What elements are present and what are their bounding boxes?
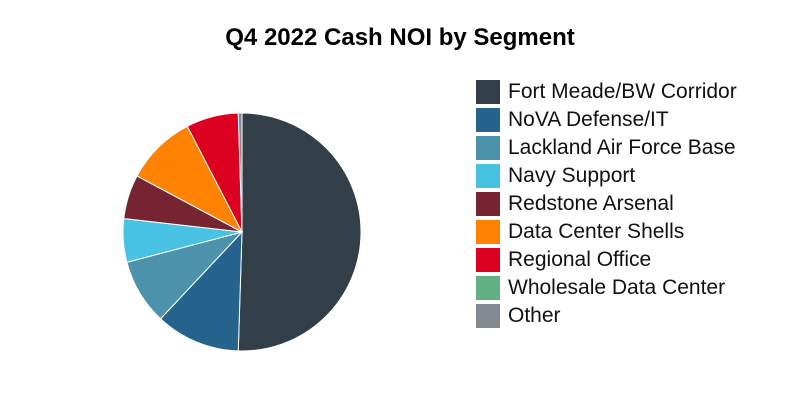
legend: Fort Meade/BW Corridor NoVA Defense/IT Lac… (476, 78, 796, 330)
legend-swatch (476, 80, 500, 104)
legend-item: Fort Meade/BW Corridor (476, 78, 796, 106)
pie-slice-fort-meade-bw-corridor (237, 112, 362, 352)
legend-swatch (476, 136, 500, 160)
chart-title: Q4 2022 Cash NOI by Segment (225, 24, 575, 51)
legend-item: Other (476, 302, 796, 330)
pie-slice-nova-defense-it (159, 230, 243, 352)
legend-label: Lackland Air Force Base (508, 136, 736, 159)
legend-item: NoVA Defense/IT (476, 106, 796, 134)
legend-label: NoVA Defense/IT (508, 108, 669, 131)
legend-swatch (476, 220, 500, 244)
legend-item: Lackland Air Force Base (476, 134, 796, 162)
legend-label: Navy Support (508, 164, 636, 187)
legend-label: Wholesale Data Center (508, 276, 726, 299)
legend-label: Fort Meade/BW Corridor (508, 80, 737, 103)
legend-item: Regional Office (476, 246, 796, 274)
legend-label: Regional Office (508, 248, 652, 271)
legend-swatch (476, 248, 500, 272)
legend-item: Navy Support (476, 162, 796, 190)
legend-label: Other (508, 304, 561, 327)
legend-swatch (476, 304, 500, 328)
legend-swatch (476, 164, 500, 188)
pie-slice-other (237, 112, 243, 233)
legend-label: Redstone Arsenal (508, 192, 674, 215)
legend-item: Redstone Arsenal (476, 190, 796, 218)
legend-item: Wholesale Data Center (476, 274, 796, 302)
legend-swatch (476, 192, 500, 216)
legend-swatch (476, 276, 500, 300)
legend-swatch (476, 108, 500, 132)
legend-item: Data Center Shells (476, 218, 796, 246)
legend-label: Data Center Shells (508, 220, 685, 243)
